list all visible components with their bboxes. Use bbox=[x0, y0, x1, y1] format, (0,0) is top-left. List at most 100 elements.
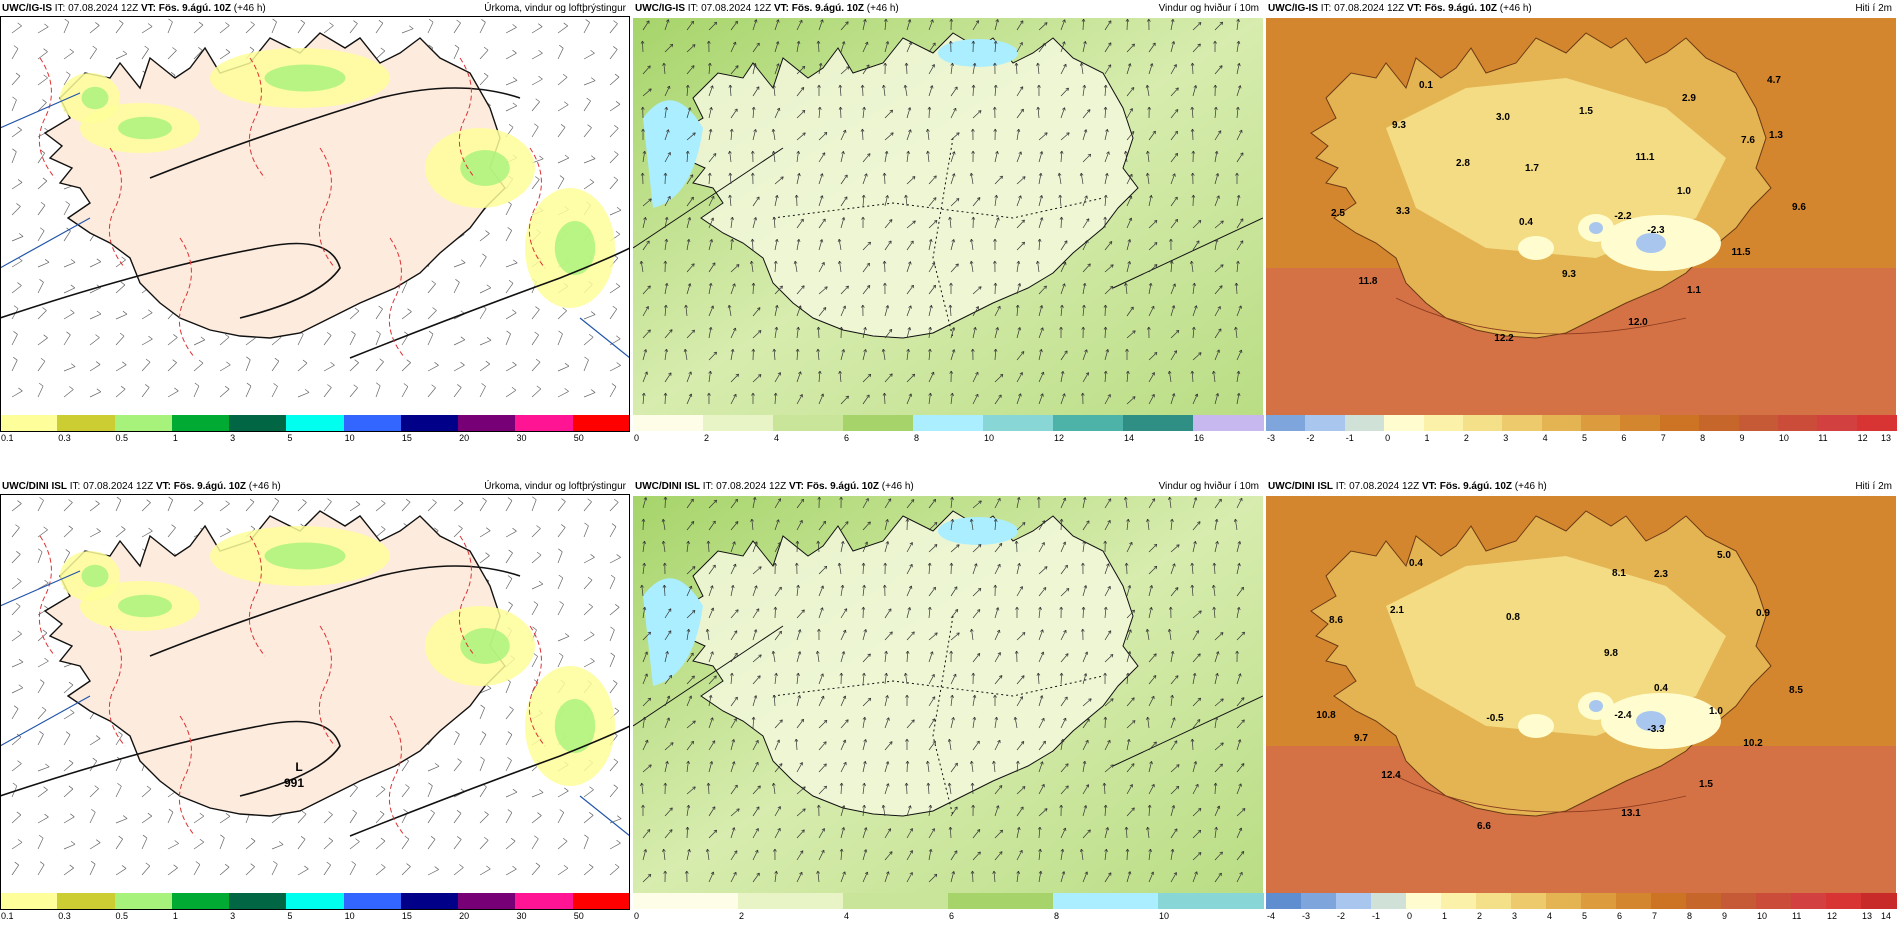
isobar bbox=[149, 565, 521, 657]
colorbar-tick-label: 6 bbox=[844, 433, 850, 443]
colorbar-tick-label: 5 bbox=[287, 911, 293, 921]
colorbar-swatch bbox=[515, 893, 574, 909]
colorbar-swatch bbox=[114, 415, 173, 431]
colorbar-tick-label: -3 bbox=[1267, 433, 1276, 443]
model-name: UWC/DINI ISL bbox=[1268, 481, 1333, 492]
glacier-area bbox=[1518, 714, 1554, 738]
colorbar-tick-label: 0 bbox=[634, 911, 640, 921]
grid-line bbox=[1112, 695, 1263, 767]
colorbar-tick-label: 2 bbox=[739, 911, 745, 921]
colorbar-swatch bbox=[1721, 893, 1757, 909]
colorbar-tick-label: 14 bbox=[1124, 433, 1135, 443]
colorbar-swatch bbox=[1659, 415, 1700, 431]
colorbar-swatch bbox=[0, 415, 58, 431]
colorbar-tick-label: 4 bbox=[1547, 911, 1553, 921]
grid-line bbox=[0, 695, 91, 747]
colorbar-tick-label: -4 bbox=[1267, 911, 1276, 921]
temperature-contour bbox=[108, 625, 126, 747]
panel-header: UWC/IG-IS IT: 07.08.2024 12Z VT: Fös. 9.… bbox=[0, 0, 630, 18]
colorbar: 0.1 0.3 0.5 1 3 5 10 15 20 30 50 bbox=[0, 415, 631, 445]
map-value-label: 1.3 bbox=[1769, 130, 1783, 141]
model-name: UWC/DINI ISL bbox=[635, 481, 700, 492]
grid-line bbox=[633, 625, 784, 727]
colorbar: 0.1 0.3 0.5 1 3 5 10 15 20 30 50 bbox=[0, 893, 631, 923]
colorbar-tick-label: 10 bbox=[344, 433, 355, 443]
colorbar-tick-label: 11 bbox=[1792, 911, 1802, 921]
colorbar-tick-label: 4 bbox=[774, 433, 780, 443]
panel-run-info: UWC/IG-IS IT: 07.08.2024 12Z VT: Fös. 9.… bbox=[1268, 0, 1532, 18]
precip-area-heavy bbox=[460, 628, 510, 664]
colorbar-tick-label: 1 bbox=[1424, 433, 1430, 443]
model-name: UWC/IG-IS bbox=[2, 3, 52, 14]
colorbar-swatch bbox=[983, 415, 1054, 431]
map-value-label: 8.1 bbox=[1612, 568, 1626, 579]
colorbar-tick-label: 0.3 bbox=[58, 911, 71, 921]
colorbar-swatch bbox=[515, 415, 574, 431]
map-value-label: 12.0 bbox=[1628, 317, 1648, 328]
map-value-label: -2.3 bbox=[1647, 225, 1665, 236]
valid-time: Fös. 9.ágú. 10Z bbox=[806, 481, 879, 492]
valid-time-label: VT: bbox=[1406, 3, 1422, 14]
colorbar-tick-label: 5 bbox=[1582, 911, 1588, 921]
colorbar-tick-label: 0.1 bbox=[1, 911, 14, 921]
colorbar-swatch bbox=[57, 415, 116, 431]
colorbar-tick-label: 1 bbox=[172, 433, 178, 443]
colorbar-swatch bbox=[1826, 893, 1862, 909]
warm-inland-area bbox=[1386, 556, 1726, 736]
grid-line bbox=[579, 795, 630, 837]
map-value-label: 0.9 bbox=[1756, 608, 1770, 619]
glacier-area bbox=[1518, 236, 1554, 260]
model-name: UWC/IG-IS bbox=[635, 3, 685, 14]
panel-title: Úrkoma, vindur og loftþrýstingur bbox=[484, 3, 626, 14]
valid-time: Fös. 9.ágú. 10Z bbox=[1439, 481, 1512, 492]
init-time: IT: 07.08.2024 12Z bbox=[69, 481, 154, 492]
precip-area-heavy bbox=[554, 699, 596, 753]
colorbar-tick-label: 7 bbox=[1660, 433, 1666, 443]
cold-glacier-core bbox=[1589, 222, 1603, 234]
colorbar-swatch bbox=[1861, 893, 1897, 909]
colorbar-tick-label: 8 bbox=[1054, 911, 1060, 921]
colorbar-swatch bbox=[1541, 415, 1582, 431]
map-value-label: 0.4 bbox=[1409, 558, 1423, 569]
colorbar-swatch bbox=[1158, 893, 1264, 909]
colorbar-swatch bbox=[1344, 415, 1385, 431]
forecast-offset: (+46 h) bbox=[248, 481, 281, 492]
map-value-label: 8.6 bbox=[1329, 615, 1343, 626]
cold-glacier-core bbox=[1636, 233, 1666, 253]
temperature-contour bbox=[178, 237, 196, 359]
temperature-contour bbox=[38, 535, 56, 657]
colorbar-swatch bbox=[738, 893, 844, 909]
grid-line bbox=[0, 92, 81, 129]
temperature-contour bbox=[388, 237, 406, 359]
colorbar-swatch bbox=[572, 415, 631, 431]
grid-line bbox=[633, 147, 784, 249]
colorbar-swatch bbox=[1856, 415, 1897, 431]
colorbar-tick-label: 9 bbox=[1722, 911, 1728, 921]
colorbar: -3 -2 -1 0 1 2 3 4 5 6 7 8 9 10 11 12 13 bbox=[1266, 415, 1897, 445]
map-value-label: 0.4 bbox=[1654, 683, 1668, 694]
map-value-label: 2.1 bbox=[1390, 605, 1404, 616]
colorbar-tick-label: 6 bbox=[949, 911, 955, 921]
colorbar-swatch bbox=[0, 893, 58, 909]
map-canvas: L 991 bbox=[0, 496, 630, 893]
map-area: L 991 bbox=[0, 496, 630, 893]
panel-run-info: UWC/IG-IS IT: 07.08.2024 12Z VT: Fös. 9.… bbox=[635, 0, 899, 18]
map-value-label: 0.8 bbox=[1506, 612, 1520, 623]
colorbar-swatch bbox=[171, 415, 230, 431]
temperature-contour bbox=[318, 625, 336, 747]
colorbar-tick-label: 14 bbox=[1881, 911, 1892, 921]
temperature-contour bbox=[38, 57, 56, 179]
precip-area-heavy bbox=[118, 116, 172, 140]
map-value-label: 9.3 bbox=[1392, 120, 1406, 131]
map-area bbox=[633, 496, 1263, 893]
map-canvas bbox=[0, 18, 630, 415]
colorbar-swatch bbox=[633, 415, 704, 431]
colorbar-swatch bbox=[1777, 415, 1818, 431]
colorbar-swatch bbox=[1738, 415, 1779, 431]
grid-line bbox=[0, 570, 81, 607]
colorbar-tick-label: 10 bbox=[1757, 911, 1768, 921]
map-value-label: 1.7 bbox=[1525, 163, 1539, 174]
isobar bbox=[0, 720, 341, 797]
colorbar-tick-label: 2 bbox=[704, 433, 710, 443]
colorbar-tick-label: 16 bbox=[1194, 433, 1205, 443]
